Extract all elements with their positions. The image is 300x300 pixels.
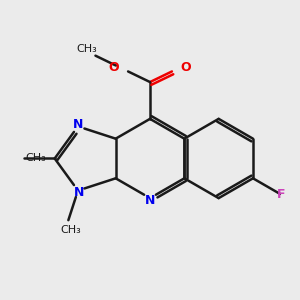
Text: N: N: [74, 186, 84, 199]
Text: CH₃: CH₃: [60, 225, 81, 236]
Text: N: N: [145, 194, 155, 207]
Text: O: O: [109, 61, 119, 74]
Text: N: N: [74, 118, 84, 131]
Text: CH₃: CH₃: [76, 44, 97, 54]
Text: F: F: [277, 188, 285, 201]
Text: O: O: [181, 61, 191, 74]
Text: CH₃: CH₃: [26, 154, 46, 164]
